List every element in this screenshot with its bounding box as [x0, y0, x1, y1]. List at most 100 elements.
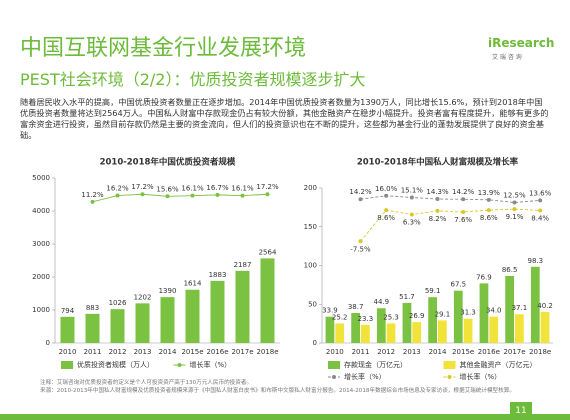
growth-marker	[190, 193, 195, 198]
legend-swatch	[328, 361, 340, 369]
bar	[135, 303, 150, 343]
growth-marker	[215, 192, 220, 197]
legend-swatch	[61, 361, 73, 369]
logo-sub: 艾 瑞 咨 询	[492, 54, 522, 61]
bar	[376, 308, 386, 343]
bar-label: 1883	[209, 271, 227, 279]
page-number: 11	[510, 402, 532, 420]
legend-swatch	[332, 375, 336, 379]
growth-label: 8.4%	[531, 214, 549, 222]
x-tick-label: 2010	[59, 348, 77, 356]
bar-label: 1390	[159, 287, 177, 295]
growth-label: 17.2%	[256, 183, 279, 191]
bar-label: 1026	[109, 299, 127, 307]
growth-label: 12.5%	[503, 192, 526, 200]
slide-subtitle: PEST社会环境（2/2）：优质投资者规模逐步扩大	[20, 70, 366, 89]
bar-label: 44.9	[373, 298, 389, 306]
legend-swatch	[447, 375, 452, 379]
y-tick-label: 0	[313, 339, 317, 347]
bar-label: 1614	[184, 280, 202, 288]
bar-label: 51.7	[399, 293, 415, 301]
bar	[463, 318, 473, 343]
growth-marker	[512, 200, 517, 205]
bar	[438, 320, 447, 343]
x-tick-label: 2015e	[181, 348, 203, 356]
bar-label: 67.5	[450, 281, 466, 289]
x-tick-label: 2011	[84, 348, 102, 356]
note: 注释：艾瑞咨询对优质投资者的定义是个人可投资资产高于130万元人民币的投资者。	[40, 380, 253, 386]
bar	[361, 324, 370, 343]
y-tick-label: 150	[304, 223, 317, 231]
bar	[453, 290, 463, 343]
growth-label: 16.2%	[106, 185, 129, 193]
growth-label: 11.2%	[81, 191, 104, 199]
growth-label: 16.1%	[231, 185, 254, 193]
growth-marker	[409, 212, 414, 217]
growth-label: 13.9%	[478, 189, 501, 197]
bar	[325, 316, 335, 343]
y-tick-label: 0	[46, 339, 50, 347]
bar	[185, 289, 200, 343]
note: 来源：2010-2013年中国私人财富规模及优质投资者规模来源于《中国私人财富白…	[40, 387, 515, 394]
growth-label: 9.1%	[506, 213, 524, 221]
growth-marker	[240, 193, 245, 198]
bar-label: 59.1	[425, 287, 441, 295]
growth-marker	[538, 208, 543, 213]
bar-label: 794	[61, 307, 75, 315]
x-tick-label: 2016e	[206, 348, 228, 356]
x-tick-label: 2013	[134, 348, 152, 356]
bar	[479, 283, 489, 343]
growth-marker	[165, 194, 170, 199]
y-tick-label: 100	[304, 262, 317, 270]
bar-label: 37.1	[512, 304, 528, 312]
growth-marker	[358, 239, 363, 244]
legend-label: 存款现金（万亿元）	[344, 360, 407, 369]
bar	[489, 316, 499, 343]
growth-marker	[265, 192, 270, 197]
growth-label: 14.2%	[452, 188, 475, 196]
bar-label: 34.0	[486, 307, 502, 315]
growth-marker	[486, 208, 491, 213]
legend-label: 增长率（%）	[344, 372, 386, 380]
bar	[351, 313, 360, 343]
bar	[260, 258, 275, 343]
y-tick-label: 50	[308, 300, 317, 308]
bar	[402, 302, 412, 343]
growth-label: 14.3%	[426, 188, 449, 196]
y-tick-label: 3000	[32, 240, 50, 248]
growth-marker	[358, 197, 363, 202]
bar-label: 38.7	[348, 303, 364, 311]
bar-label: 40.2	[537, 302, 553, 310]
x-tick-label: 2012	[109, 348, 127, 356]
growth-marker	[140, 192, 145, 197]
bar-label: 883	[86, 304, 99, 312]
growth-marker	[486, 197, 491, 202]
bar-label: 98.3	[527, 257, 543, 265]
growth-label: 14.2%	[349, 188, 372, 196]
bar-label: 2187	[234, 261, 252, 269]
growth-label: 6.3%	[403, 219, 421, 227]
x-tick-label: 2014	[429, 348, 447, 356]
legend-label: 增长率（%）	[190, 360, 232, 369]
growth-label: 7.6%	[454, 216, 472, 224]
bar-label: 23.3	[358, 315, 374, 323]
growth-marker	[538, 198, 543, 203]
growth-marker	[435, 197, 440, 202]
bar	[85, 313, 100, 343]
bar-label: 76.9	[476, 273, 492, 281]
y-tick-label: 200	[304, 184, 317, 192]
growth-marker	[115, 193, 120, 198]
bar	[235, 270, 250, 343]
bar-label: 86.5	[502, 266, 518, 274]
x-tick-label: 2013	[403, 348, 421, 356]
bar-label: 25.2	[332, 313, 348, 321]
bar	[515, 314, 524, 343]
bar	[160, 297, 175, 343]
legend-label: 优质投资者规模（万人）	[77, 360, 154, 369]
growth-marker	[435, 208, 440, 213]
growth-marker	[90, 199, 95, 204]
growth-label: -7.5%	[350, 245, 371, 253]
growth-marker	[461, 210, 466, 215]
bar-label: 29.1	[435, 310, 451, 318]
